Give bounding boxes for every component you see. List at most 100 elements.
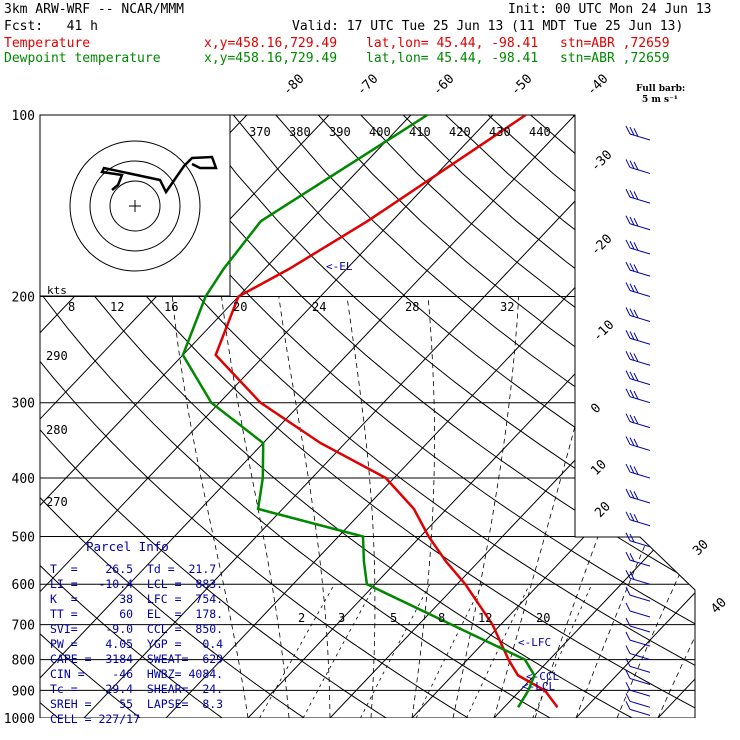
isotherm-line: [40, 115, 330, 718]
theta-e-label: 390: [329, 125, 351, 139]
isotherm-label: -30: [588, 148, 615, 175]
wind-barb: [625, 551, 651, 567]
barb-feather: [633, 161, 639, 171]
barb-feather: [625, 617, 631, 627]
barb-feather: [625, 645, 631, 654]
barb-feather: [625, 159, 631, 168]
temperature-latlon: lat,lon= 45.44, -98.41: [366, 36, 539, 51]
dry-adiabat: [105, 115, 695, 718]
barb-shaft: [629, 358, 651, 366]
barb-shaft: [629, 133, 651, 141]
isotherm-label: 40: [708, 595, 730, 617]
isotherm-line: [481, 115, 695, 718]
barb-feather: [633, 242, 639, 251]
barb-feather: [625, 125, 631, 135]
wind-barb: [625, 215, 651, 231]
dewpoint-station: stn=ABR ,72659: [560, 51, 670, 66]
barb-feather: [629, 263, 635, 272]
dry-adiabat: [40, 115, 573, 718]
barb-shaft: [629, 653, 651, 661]
dry-adiabat: [40, 115, 657, 718]
barb-shaft: [629, 496, 651, 504]
dry-adiabat: [40, 115, 158, 718]
parcel-row: TT = 60 EL = 178.: [50, 607, 224, 621]
moist-adiabat: [346, 296, 376, 718]
dry-adiabat: [275, 115, 695, 718]
isotherm-line: [0, 115, 1, 731]
isotherm-label: 20: [592, 499, 614, 521]
wind-barb: [625, 488, 651, 504]
dry-adiabat: [657, 115, 695, 718]
parcel-info-title: Parcel Info: [86, 539, 169, 554]
mixing-ratio-line: [360, 584, 431, 718]
hodograph-speed-label: 28: [405, 300, 419, 314]
barb-feather: [625, 602, 631, 612]
barb-legend-units: 5 m s⁻¹: [642, 95, 678, 105]
theta-e-label: 420: [449, 125, 471, 139]
mixing-ratio-label: 8: [438, 611, 445, 625]
barb-feather: [625, 570, 631, 579]
dry-adiabat: [233, 115, 695, 718]
parcel-row: Tc = 29.4 SHEAR= 24.: [50, 682, 224, 696]
sounding-curves: [181, 115, 559, 709]
wind-barb: [625, 413, 651, 429]
wind-barb: [625, 570, 651, 585]
level-annotation: <-LCL: [522, 680, 555, 693]
dry-adiabat: [63, 115, 695, 718]
temperature-xy: x,y=458.16,729.49: [204, 36, 338, 51]
pressure-label: 1000: [4, 712, 35, 727]
barb-feather: [625, 658, 631, 667]
level-annotation: <-CCL: [526, 670, 559, 683]
wind-barb: [625, 617, 651, 633]
barb-feather: [633, 128, 639, 137]
moist-adiabat: [534, 296, 689, 718]
forecast-hour: Fcst: 41 h: [4, 19, 98, 34]
barb-feather: [625, 586, 631, 596]
barb-shaft: [629, 337, 651, 345]
isotherm-label: -40: [584, 72, 611, 99]
isotherm-label: -70: [354, 72, 381, 99]
parcel-row: T = 26.5 Td = 21.7: [50, 562, 217, 576]
parcel-info-panel: Parcel Info T = 26.5 Td = 21.7 LI = -10.…: [44, 539, 234, 729]
wind-barb: [625, 282, 651, 298]
wind-barb: [625, 701, 651, 716]
wind-barb: [625, 388, 651, 404]
mixing-ratio-label: 3: [338, 611, 345, 625]
pressure-label: 800: [12, 654, 35, 669]
barb-feather: [633, 513, 639, 523]
isotherm-line: [235, 115, 695, 718]
isotherm-label: -20: [588, 232, 615, 259]
barb-feather: [625, 681, 631, 691]
parcel-row: SVI= -9.0 CCL = 850.: [50, 622, 224, 636]
barb-feather: [633, 415, 639, 425]
hodograph-speed-label: 12: [110, 300, 124, 314]
hodograph-ring: [89, 160, 181, 252]
isotherm-label: 0: [588, 401, 604, 417]
theta-e-label: 430: [489, 125, 511, 139]
barb-feather: [625, 388, 631, 397]
isotherm-line: [563, 115, 695, 718]
parcel-row: CELL = 227/17: [50, 712, 141, 726]
barb-feather: [625, 215, 631, 224]
isotherm-label: -80: [280, 72, 307, 99]
barb-shaft: [629, 540, 651, 548]
barb-feather: [633, 466, 639, 475]
moist-adiabat: [452, 296, 520, 718]
wind-barbs: [625, 125, 651, 716]
barb-feather: [625, 488, 631, 498]
wind-barb: [625, 670, 651, 686]
dry-adiabat: [40, 115, 241, 718]
barb-feather: [629, 389, 635, 399]
barb-feather: [629, 331, 635, 340]
wind-barb: [625, 307, 651, 322]
pressure-label: 600: [12, 578, 35, 593]
wind-barb: [625, 602, 651, 618]
barb-feather: [629, 571, 635, 580]
barb-feather: [625, 551, 631, 561]
hodograph-units: kts: [47, 284, 67, 297]
temperature-station: stn=ABR ,72659: [560, 36, 670, 51]
barb-shaft: [629, 378, 651, 386]
barb-feather: [629, 240, 635, 250]
